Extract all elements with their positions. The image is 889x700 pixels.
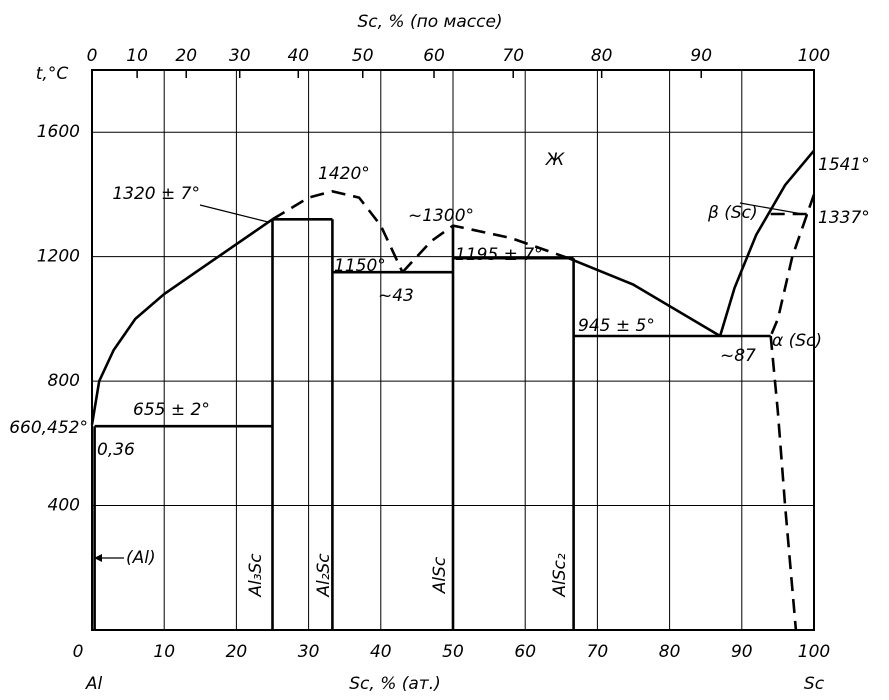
x-tick-label: 30: [298, 642, 320, 662]
arrow-head: [94, 554, 102, 562]
annotation: 945 ± 5°: [578, 316, 655, 336]
phase-line: [401, 224, 569, 274]
x2-tick-label: 20: [175, 46, 197, 66]
phase-label: AlSc₂: [550, 553, 570, 597]
annotation: Ж: [545, 150, 565, 170]
x-tick-label: 50: [442, 642, 464, 662]
x2-tick-label: 60: [423, 46, 445, 66]
x-tick-label: 70: [587, 642, 609, 662]
x2-tick-label: 90: [690, 46, 712, 66]
phase-label: AlSc: [430, 556, 450, 594]
x-tick-label: 20: [226, 642, 248, 662]
y-tick-label: 1600: [37, 122, 80, 142]
x-axis-title: Sc, % (ат.): [349, 674, 441, 694]
x-tick-label: 90: [731, 642, 753, 662]
x-tick-label: 60: [514, 642, 536, 662]
annotation: ~43: [378, 286, 414, 306]
x-tick-label: 80: [659, 642, 681, 662]
annotation: ~1300°: [408, 206, 474, 226]
right-element: Sc: [804, 674, 825, 694]
annotation: 1420°: [318, 164, 370, 184]
y-axis-title: t,°C: [36, 64, 69, 84]
y-tick-label: 1200: [37, 247, 80, 267]
annotation: 1541°: [818, 155, 870, 175]
phase-line: [90, 218, 274, 425]
phase-label: Al₂Sc: [314, 553, 334, 598]
phase-line: [568, 256, 721, 338]
annotation: 1150°: [334, 256, 386, 276]
phase-line: [718, 149, 815, 337]
x2-tick-label: 100: [798, 46, 830, 66]
annotation: 1337°: [818, 208, 870, 228]
annotation: 655 ± 2°: [133, 400, 210, 420]
y-tick-label: 400: [48, 496, 80, 516]
leader-line: [199, 204, 269, 223]
x2-tick-label: 50: [352, 46, 374, 66]
x2-tick-label: 40: [287, 46, 309, 66]
annotation: 0,36: [97, 440, 135, 460]
x-tick-label: 0: [73, 642, 84, 662]
phase-label: Al₃Sc: [246, 553, 266, 598]
x2-tick-label: 70: [502, 46, 524, 66]
x2-tick-label: 80: [591, 46, 613, 66]
left-element: Al: [85, 674, 103, 694]
y-tick-label: 800: [48, 371, 80, 391]
phase-line: [271, 189, 404, 273]
x-tick-label: 100: [798, 642, 830, 662]
annotation: 1320 ± 7°: [112, 184, 200, 204]
x2-tick-label: 0: [87, 46, 98, 66]
annotation: ~87: [720, 346, 756, 366]
annotation: 660,452°: [9, 418, 88, 438]
annotation: 1195 ± 7°: [455, 245, 543, 265]
phase-line: [769, 335, 798, 631]
annotation: α (Sc): [772, 331, 822, 351]
annotation: (Al): [126, 548, 156, 568]
x2-tick-label: 30: [229, 46, 251, 66]
top-axis-title: Sc, % (по массе): [357, 12, 502, 32]
phase-line: [769, 193, 816, 337]
x2-tick-label: 10: [126, 46, 148, 66]
x-tick-label: 40: [370, 642, 392, 662]
annotation: β (Sc): [707, 203, 758, 223]
x-tick-label: 10: [153, 642, 175, 662]
